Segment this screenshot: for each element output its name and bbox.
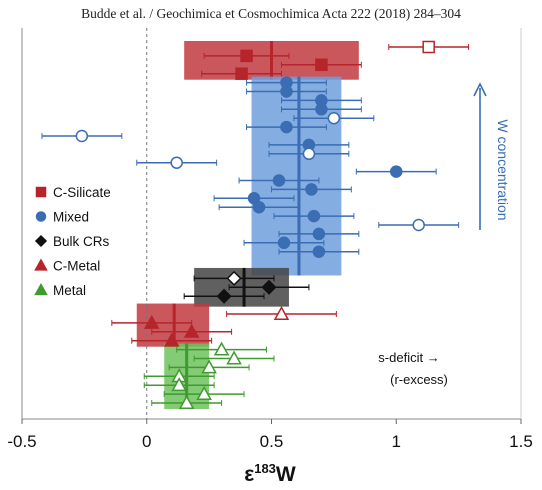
mixed-range-band <box>251 76 342 276</box>
c-metal-data-point <box>183 323 200 338</box>
mixed-data-point <box>280 120 293 134</box>
legend-marker <box>34 234 48 248</box>
mixed-data-point <box>305 183 318 196</box>
x-tick-label: 1 <box>392 432 401 451</box>
metal-data-point <box>201 359 217 374</box>
legend-marker <box>35 186 47 198</box>
x-tick-label: 0 <box>142 432 151 451</box>
page-header: Budde et al. / Geochimica et Cosmochimic… <box>81 6 461 21</box>
legend-label: Bulk CRs <box>53 234 110 249</box>
axes: -0.5 0 0.5 1 1.5 <box>7 28 533 451</box>
c-metal-data-point <box>273 305 290 320</box>
mixed-data-point <box>312 245 326 258</box>
c-metal-data-point <box>163 332 180 347</box>
x-axis-title-main: ε <box>244 463 254 486</box>
mixed-data-point <box>252 200 266 214</box>
legend-label: C-Silicate <box>53 185 111 200</box>
mixed-data-point <box>315 103 328 116</box>
bulk-crs-data-point <box>216 288 232 304</box>
mixed-data-point <box>390 165 403 178</box>
legend: C-Silicate Mixed Bulk CRs C-Metal Metal <box>34 185 111 298</box>
bulk-crs-data-point <box>226 270 242 286</box>
c-metal-data-point <box>143 314 160 329</box>
mixed-data-point <box>272 174 286 187</box>
legend-label: Mixed <box>53 210 89 225</box>
c-silicate-data-point <box>422 40 435 54</box>
arrowhead-icon <box>473 82 487 97</box>
mixed-data-point <box>412 218 425 232</box>
legend-marker <box>34 258 48 271</box>
c-silicate-data-point <box>235 67 248 80</box>
mixed-data-point <box>327 111 341 125</box>
mixed-data-point <box>302 147 316 161</box>
metal-data-point <box>196 386 212 401</box>
metal-data-point <box>171 377 187 392</box>
w-concentration-label: W concentration <box>495 119 511 220</box>
x-tick-label: 1.5 <box>509 432 533 451</box>
metal-data-point <box>178 394 195 409</box>
x-axis-title-tail: W <box>276 463 296 486</box>
annotations: W concentration s-deficit → (r-excess) <box>378 82 511 387</box>
legend-marker <box>35 211 47 222</box>
metal-data-point <box>213 341 230 356</box>
x-axis-title: ε183W <box>244 461 296 486</box>
c-silicate-data-point <box>315 58 328 72</box>
legend-marker <box>34 282 48 296</box>
x-axis-title-sup: 183 <box>254 461 276 476</box>
x-tick-label: -0.5 <box>7 432 36 451</box>
legend-label: C-Metal <box>53 259 100 274</box>
x-tick-label: 0.5 <box>260 432 284 451</box>
mixed-data-point <box>170 156 183 169</box>
metal-data-point <box>226 350 242 365</box>
legend-label: Metal <box>53 283 86 298</box>
r-excess-label: (r-excess) <box>390 372 448 387</box>
mixed-data-point <box>280 85 293 98</box>
mixed-data-point <box>75 129 89 143</box>
c-silicate-data-point <box>240 49 253 63</box>
mixed-data-point <box>277 236 291 250</box>
s-deficit-label: s-deficit → <box>378 350 439 365</box>
mixed-data-point <box>307 209 321 223</box>
mixed-data-point <box>312 227 326 241</box>
data-points <box>41 40 470 409</box>
bulk-crs-data-point <box>261 279 277 295</box>
